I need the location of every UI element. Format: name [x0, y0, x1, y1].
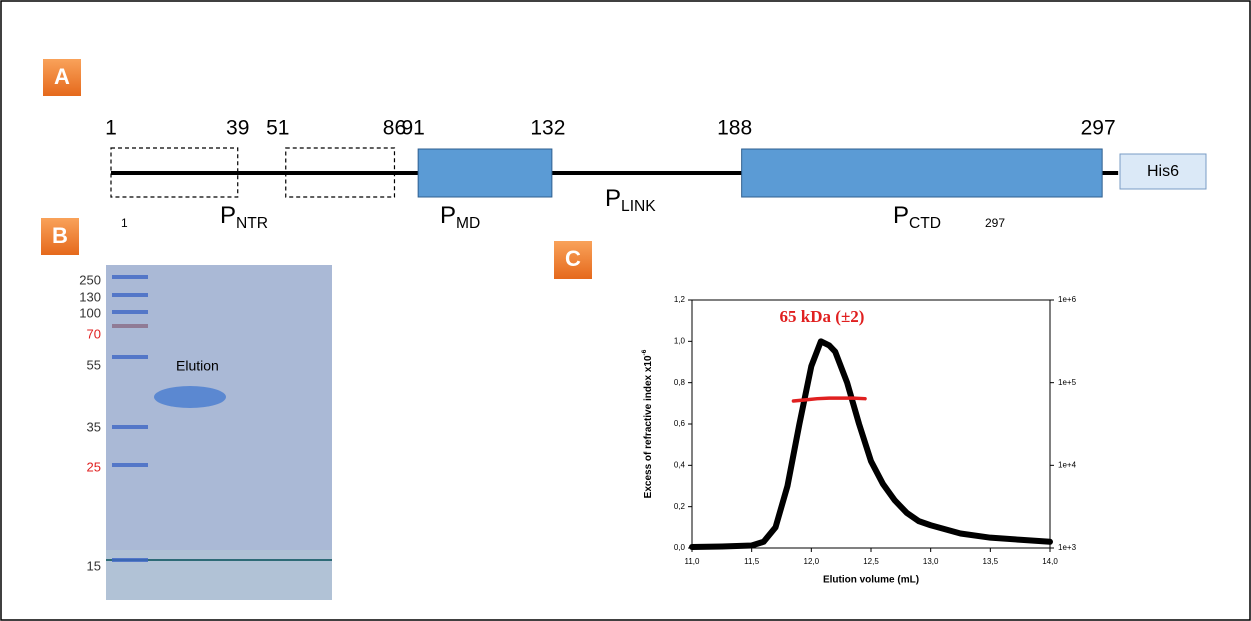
x-tick-label: 11,5 [744, 557, 760, 566]
x-axis-label: Elution volume (mL) [823, 575, 919, 586]
y2-tick-label: 1e+3 [1058, 543, 1077, 552]
panel-label: B [52, 223, 68, 248]
position-label: 91 [401, 117, 424, 140]
marker-label: 25 [87, 459, 101, 474]
panel-c-badge: C [554, 241, 592, 279]
position-label: 188 [717, 117, 752, 140]
x-tick-label: 12,0 [804, 557, 820, 566]
ladder-band [112, 310, 148, 314]
y-axis-label: Excess of refractive index x10-6 [641, 349, 654, 498]
subscript: LINK [621, 198, 656, 215]
figure: A B C His6139518691132188297PNTRPMDPLINK… [0, 0, 1251, 621]
elution-band [154, 386, 226, 408]
annotation: 65 kDa (±2) [780, 307, 865, 326]
y2-tick-label: 1e+4 [1058, 460, 1077, 469]
marker-label: 130 [79, 289, 101, 304]
ladder-band [112, 425, 148, 429]
panel-label: C [565, 246, 581, 271]
marker-label: 250 [79, 272, 101, 287]
y2-tick-label: 1e+6 [1058, 295, 1077, 304]
marker-label: 100 [79, 305, 101, 320]
y-tick-label: 0,4 [674, 460, 686, 469]
y-tick-label: 1,2 [674, 295, 686, 304]
subscript: MD [456, 215, 480, 232]
position-label: 297 [1081, 117, 1116, 140]
marker-label: 35 [87, 419, 101, 434]
panel-label: A [54, 64, 70, 89]
main-text: P [605, 185, 621, 212]
main-text: Excess of refractive index x10 [643, 355, 654, 498]
panel-b-badge: B [41, 218, 79, 255]
domain [418, 149, 552, 197]
panel-a-badge: A [43, 59, 81, 96]
tag-label: His6 [1147, 163, 1179, 180]
ladder-band [112, 355, 148, 359]
x-tick-label: 12,5 [863, 557, 879, 566]
main-text: P [893, 202, 909, 229]
position-label: 1 [105, 117, 117, 140]
lane-label: Elution [176, 358, 219, 374]
main-text: P [440, 202, 456, 229]
main-text: P [220, 202, 236, 229]
domain [742, 149, 1103, 197]
ladder-band [112, 324, 148, 328]
superscript: -6 [641, 349, 648, 355]
y-tick-label: 0,2 [674, 502, 686, 511]
x-tick-label: 14,0 [1042, 557, 1058, 566]
gel-image [106, 265, 332, 600]
position-label: 39 [226, 117, 249, 140]
ladder-band [112, 463, 148, 467]
gel-front [106, 550, 332, 600]
subscript: NTR [236, 215, 268, 232]
x-tick-label: 11,0 [685, 557, 701, 566]
ladder-band [112, 558, 148, 562]
y2-tick-label: 1e+5 [1058, 378, 1077, 387]
x-tick-label: 13,0 [923, 557, 939, 566]
y-tick-label: 0,8 [674, 378, 686, 387]
ladder-band [112, 293, 148, 297]
ladder-band [112, 275, 148, 279]
subscript: CTD [909, 215, 941, 232]
position-label: 132 [530, 117, 565, 140]
marker-label: 15 [87, 558, 101, 573]
x-tick-label: 13,5 [983, 557, 999, 566]
position-label: 51 [266, 117, 289, 140]
y-tick-label: 1,0 [674, 336, 686, 345]
y-tick-label: 0,0 [674, 543, 686, 552]
end-label: 297 [985, 216, 1005, 230]
marker-label: 70 [87, 326, 101, 341]
marker-label: 55 [87, 357, 101, 372]
y-tick-label: 0,6 [674, 419, 686, 428]
start-label: 1 [121, 216, 128, 230]
